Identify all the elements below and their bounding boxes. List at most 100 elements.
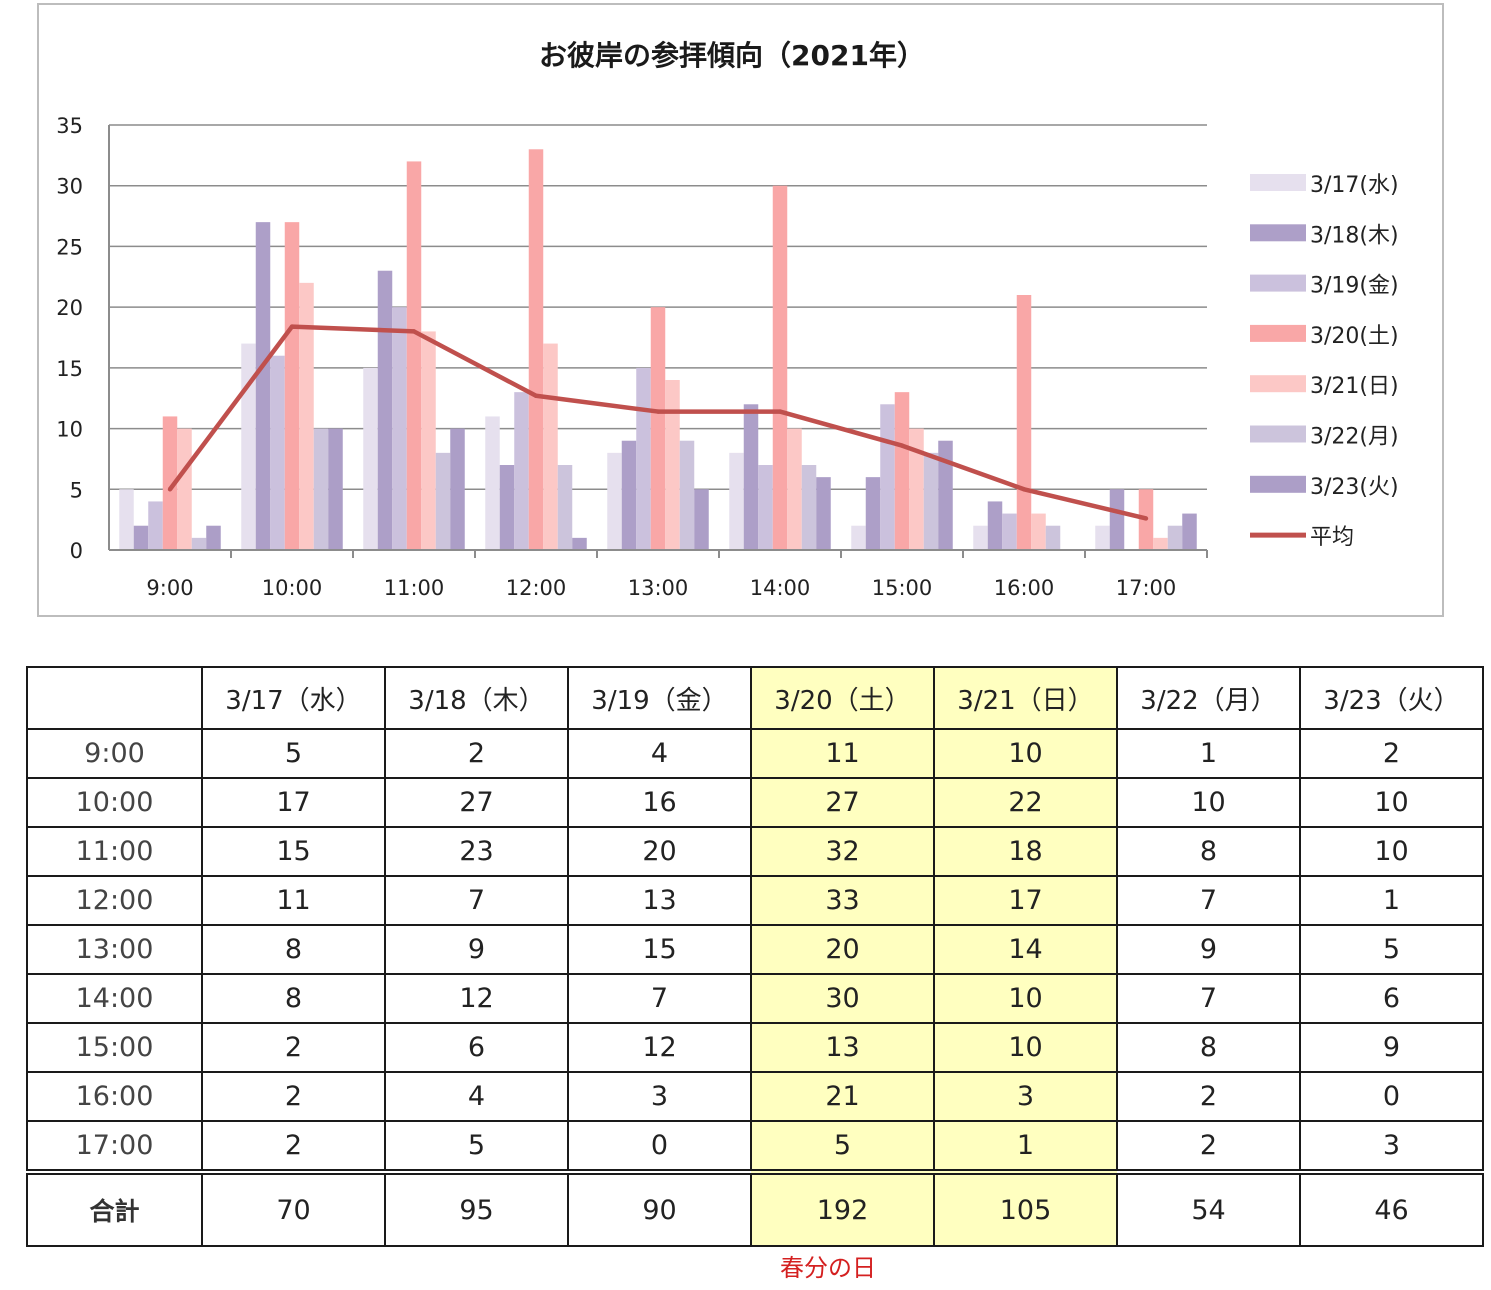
y-tick-label: 20 — [56, 296, 83, 320]
bar — [1167, 525, 1183, 550]
table-cell: 5 — [750, 1120, 935, 1173]
bar — [177, 428, 192, 550]
bar — [1016, 295, 1032, 550]
legend-label: 3/20(土) — [1310, 324, 1399, 349]
table-row: 9:00 5 2 4 11 10 1 2 — [26, 728, 1484, 779]
bar — [406, 161, 422, 550]
bar — [284, 222, 300, 550]
table-cell: 7 — [384, 875, 569, 926]
table-cell: 8 — [201, 924, 386, 975]
x-tick-label: 17:00 — [1116, 576, 1177, 600]
table-cell: 4 — [384, 1071, 569, 1122]
axes: 0 5 10 15 20 25 30 35 9:00 10:00 11:00 12:00 13:00 14… — [56, 114, 1208, 600]
table-row-label: 16:00 — [26, 1071, 203, 1122]
table-row: 10:00 17 27 16 27 22 10 10 — [26, 777, 1484, 828]
bar — [621, 440, 637, 550]
table-cell: 2 — [1299, 728, 1484, 779]
table-cell: 12 — [384, 973, 569, 1024]
bar — [557, 465, 573, 550]
table-cell: 6 — [384, 1022, 569, 1073]
table-cell: 12 — [567, 1022, 752, 1073]
table-cell: 2 — [384, 728, 569, 779]
table-cell: 3 — [1299, 1120, 1484, 1173]
legend-label: 3/18(木) — [1310, 223, 1399, 248]
bar — [851, 525, 866, 550]
table-header-cell: 3/22（月） — [1116, 666, 1301, 730]
table-cell: 33 — [750, 875, 935, 926]
table-header-cell: 3/23（火） — [1299, 666, 1484, 730]
table-cell: 21 — [750, 1071, 935, 1122]
bar — [499, 465, 515, 550]
bar — [270, 355, 285, 550]
bar — [255, 222, 271, 550]
bar — [485, 416, 500, 550]
table-cell: 2 — [1116, 1120, 1301, 1173]
table-row: 15:00 2 6 12 13 10 8 9 — [26, 1022, 1484, 1073]
table-cell: 2 — [201, 1071, 386, 1122]
table-cell: 10 — [933, 728, 1118, 779]
table-cell: 192 — [750, 1169, 935, 1247]
bar — [1031, 513, 1046, 550]
table-cell: 1 — [933, 1120, 1118, 1173]
bar — [421, 331, 436, 550]
bar — [1109, 489, 1125, 550]
legend-label: 3/19(金) — [1310, 274, 1399, 299]
table-cell: 13 — [750, 1022, 935, 1073]
table-header-cell: 3/21（日） — [933, 666, 1118, 730]
bar — [514, 392, 529, 550]
table-row: 14:00 8 12 7 30 10 7 6 — [26, 973, 1484, 1024]
table-cell: 10 — [933, 973, 1118, 1024]
y-tick-label: 30 — [56, 175, 83, 199]
legend-swatch — [1250, 224, 1306, 242]
table-cell: 17 — [933, 875, 1118, 926]
bar — [973, 525, 988, 550]
bar — [679, 440, 695, 550]
table-cell: 14 — [933, 924, 1118, 975]
table-cell: 2 — [1116, 1071, 1301, 1122]
bar — [133, 525, 149, 550]
bar — [816, 477, 831, 550]
table-cell: 16 — [567, 777, 752, 828]
table-cell: 9 — [384, 924, 569, 975]
bar — [363, 367, 378, 550]
table-row: 13:00 8 9 15 20 14 9 5 — [26, 924, 1484, 975]
table-cell: 22 — [933, 777, 1118, 828]
table-row: 11:00 15 23 20 32 18 8 10 — [26, 826, 1484, 877]
bar — [772, 185, 788, 550]
table-cell: 30 — [750, 973, 935, 1024]
table-cell: 2 — [201, 1120, 386, 1173]
table-cell: 3 — [567, 1071, 752, 1122]
table-row-label: 11:00 — [26, 826, 203, 877]
bar — [450, 428, 465, 550]
legend-swatch — [1250, 425, 1306, 443]
bar — [148, 501, 163, 550]
spring-equinox-note: 春分の日 — [780, 1254, 876, 1282]
legend-label: 3/23(火) — [1310, 475, 1399, 500]
table-row-label: 12:00 — [26, 875, 203, 926]
table-cell: 7 — [567, 973, 752, 1024]
legend-label: 3/17(水) — [1310, 173, 1399, 198]
table-cell: 23 — [384, 826, 569, 877]
bar — [543, 343, 558, 550]
table-cell: 18 — [933, 826, 1118, 877]
legend: 3/17(水) 3/18(木) 3/19(金) 3/20(土) 3/21(日) 3/22(… — [1250, 173, 1399, 550]
table-row: 16:00 2 4 3 21 3 2 0 — [26, 1071, 1484, 1122]
table-cell: 15 — [567, 924, 752, 975]
bar — [787, 428, 802, 550]
table-cell: 5 — [1299, 924, 1484, 975]
table-cell: 17 — [201, 777, 386, 828]
table-cell: 32 — [750, 826, 935, 877]
table-row-label: 17:00 — [26, 1120, 203, 1173]
bar — [636, 367, 651, 550]
table-cell: 5 — [201, 728, 386, 779]
bar — [894, 392, 910, 550]
table-cell: 1 — [1299, 875, 1484, 926]
table-row-label: 合計 — [26, 1169, 203, 1247]
bar — [313, 428, 329, 550]
average-point — [1021, 487, 1027, 492]
bar — [938, 440, 953, 550]
table-cell: 70 — [201, 1169, 386, 1247]
bar — [1045, 525, 1061, 550]
x-tick-label: 12:00 — [506, 576, 567, 600]
average-line-layer — [167, 324, 1149, 521]
